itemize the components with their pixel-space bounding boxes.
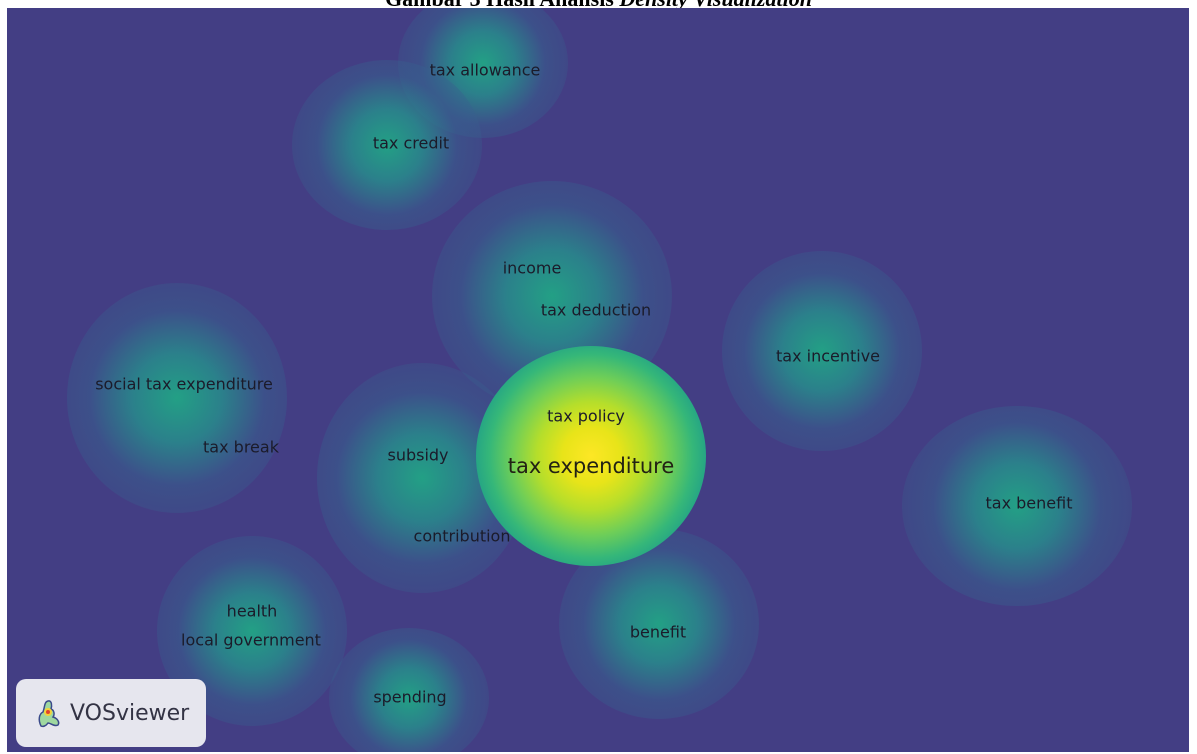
term-social-tax-expenditure[interactable]: social tax expenditure: [95, 374, 273, 394]
figure-caption: Gambar 3 Hasil Analisis Density Visualiz…: [0, 0, 1197, 12]
term-benefit[interactable]: benefit: [629, 622, 687, 642]
term-tax-credit[interactable]: tax credit: [372, 133, 450, 153]
caption-prefix: Gambar 3 Hasil Analisis: [385, 0, 614, 11]
vosviewer-logo: VOSviewer: [16, 679, 206, 747]
term-contribution[interactable]: contribution: [413, 526, 511, 546]
term-tax-deduction[interactable]: tax deduction: [540, 300, 652, 320]
term-tax-policy[interactable]: tax policy: [547, 406, 625, 426]
caption-italic: Density Visualization: [619, 0, 812, 11]
vosviewer-logo-text: VOSviewer: [70, 700, 190, 726]
term-local-government[interactable]: local government: [181, 630, 321, 650]
vosviewer-logo-icon: [38, 700, 60, 728]
density-blob: [67, 283, 287, 513]
term-income[interactable]: income: [502, 258, 562, 278]
density-blob: [317, 363, 527, 593]
term-subsidy[interactable]: subsidy: [387, 445, 449, 465]
term-health[interactable]: health: [226, 601, 278, 621]
term-spending[interactable]: spending: [373, 687, 447, 707]
term-tax-benefit[interactable]: tax benefit: [985, 493, 1073, 513]
term-tax-allowance[interactable]: tax allowance: [429, 60, 541, 80]
density-visualization[interactable]: tax allowance tax credit income tax dedu…: [7, 8, 1189, 752]
term-tax-expenditure[interactable]: tax expenditure: [507, 454, 675, 478]
term-tax-break[interactable]: tax break: [203, 437, 279, 457]
density-blob: [432, 181, 672, 411]
term-tax-incentive[interactable]: tax incentive: [775, 346, 881, 366]
